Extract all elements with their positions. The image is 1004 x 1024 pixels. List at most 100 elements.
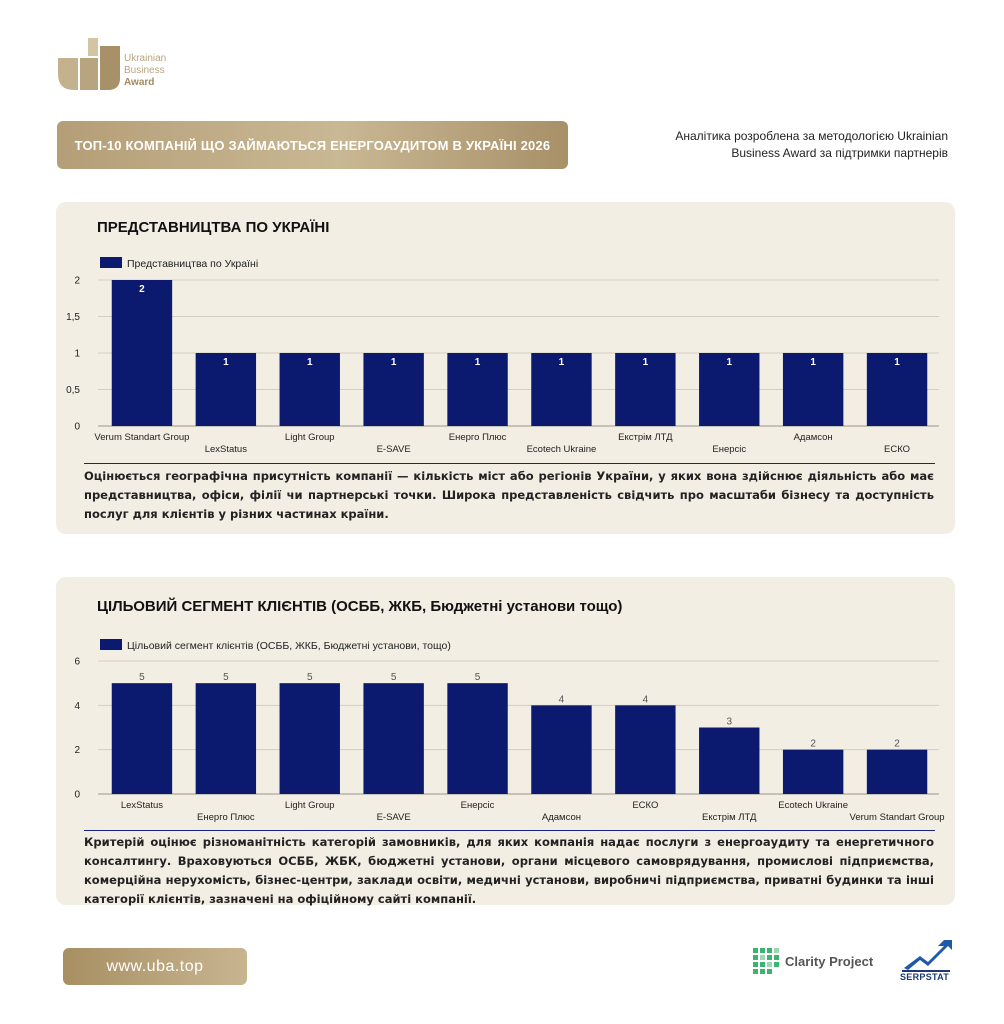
offices-xtick-label: Light Group — [285, 432, 335, 443]
clients-value-label: 2 — [894, 739, 900, 750]
clients-ytick-label: 0 — [74, 790, 80, 801]
offices-panel-title: ПРЕДСТАВНИЦТВА ПО УКРАЇНІ — [97, 219, 330, 236]
offices-bar — [782, 353, 844, 426]
clients-legend-label: Цільовий сегмент клієнтів (ОСББ, ЖКБ, Бю… — [127, 640, 451, 652]
clarity-project-name: Clarity Project — [785, 953, 874, 969]
clients-value-label: 5 — [307, 672, 313, 683]
offices-ytick-label: 0 — [74, 422, 80, 433]
offices-ytick-label: 2 — [74, 276, 80, 287]
offices-value-label: 1 — [391, 357, 397, 368]
offices-ytick-label: 1 — [74, 349, 80, 360]
offices-bar — [195, 353, 257, 426]
clients-xtick-label: Енерсіс — [461, 800, 495, 811]
clients-legend-swatch — [100, 639, 122, 650]
offices-value-label: 1 — [223, 357, 229, 368]
logo-line1: Ukrainian — [124, 53, 167, 64]
uba-logo: Ukrainian Business Award — [58, 38, 188, 92]
uba-logo-icon — [58, 38, 120, 90]
website-link[interactable]: www.uba.top — [63, 948, 247, 985]
offices-xtick-label: E-SAVE — [377, 444, 411, 455]
offices-bar — [615, 353, 676, 426]
client-segment-panel: ЦІЛЬОВИЙ СЕГМЕНТ КЛІЄНТІВ (ОСББ, ЖКБ, Бю… — [56, 577, 955, 906]
offices-legend-swatch — [100, 257, 122, 268]
clients-bar — [363, 683, 424, 794]
clarity-project-icon — [753, 948, 779, 974]
offices-xtick-label: ЕСКО — [884, 444, 910, 455]
methodology-note-line2: Business Award за підтримки партнерів — [731, 146, 948, 160]
offices-bar — [447, 353, 508, 426]
offices-bar — [363, 353, 424, 426]
offices-panel: ПРЕДСТАВНИЦТВА ПО УКРАЇНІ Представництва… — [56, 202, 955, 534]
clients-bar — [447, 683, 508, 794]
offices-bar — [279, 353, 340, 426]
website-url: www.uba.top — [106, 957, 204, 975]
serpstat-logo: SERPSTAT — [898, 940, 958, 984]
offices-value-label: 1 — [559, 357, 565, 368]
clients-xtick-label: Verum Standart Group — [850, 812, 945, 823]
offices-xtick-label: Адамсон — [794, 432, 833, 443]
clients-value-label: 3 — [726, 717, 732, 728]
offices-xtick-label: Verum Standart Group — [94, 432, 189, 443]
offices-ytick-label: 0,5 — [66, 385, 80, 396]
clients-bar — [866, 749, 928, 794]
offices-value-label: 1 — [643, 357, 649, 368]
clients-ytick-label: 4 — [74, 701, 80, 712]
offices-legend-label: Представництва по Україні — [127, 258, 258, 270]
offices-xtick-label: Ecotech Ukraine — [527, 444, 597, 455]
clients-bar — [615, 705, 676, 794]
offices-bar — [111, 280, 173, 426]
offices-xtick-label: LexStatus — [205, 444, 247, 455]
clients-ytick-label: 2 — [74, 745, 80, 756]
clients-value-label: 4 — [559, 694, 565, 705]
report-title-banner: ТОП-10 КОМПАНІЙ ЩО ЗАЙМАЮТЬСЯ ЕНЕРГОАУДИ… — [57, 121, 568, 169]
offices-bar — [531, 353, 592, 426]
offices-chart: Представництва по Україні 0 0,5 1 1,5 2 2 Verum… — [66, 257, 939, 455]
client-segment-chart: Цільовий сегмент клієнтів (ОСББ, ЖКБ, Бю… — [74, 639, 945, 823]
clients-xtick-label: Адамсон — [542, 812, 581, 823]
clients-value-label: 2 — [810, 739, 816, 750]
clients-bar — [195, 683, 257, 794]
offices-divider — [84, 463, 935, 464]
clients-bar — [531, 705, 592, 794]
clients-value-label: 5 — [139, 672, 145, 683]
offices-xtick-label: Екстрім ЛТД — [618, 432, 673, 443]
clients-xtick-label: Light Group — [285, 800, 335, 811]
clients-value-label: 4 — [643, 694, 649, 705]
offices-bar — [699, 353, 760, 426]
clients-bar — [699, 727, 760, 794]
offices-value-label: 2 — [139, 284, 145, 295]
offices-value-label: 1 — [726, 357, 732, 368]
clients-xtick-label: ЕСКО — [632, 800, 658, 811]
offices-xtick-label: Енерго Плюс — [449, 432, 507, 443]
logo-line3: Award — [124, 77, 155, 88]
clients-value-label: 5 — [391, 672, 397, 683]
clients-value-label: 5 — [223, 672, 229, 683]
offices-value-label: 1 — [475, 357, 481, 368]
offices-value-label: 1 — [307, 357, 313, 368]
offices-bar — [866, 353, 928, 426]
client-segment-divider — [84, 830, 935, 831]
clients-xtick-label: Екстрім ЛТД — [702, 812, 757, 823]
clients-bar — [782, 749, 844, 794]
clarity-project-logo: Clarity Project — [753, 947, 873, 975]
clients-xtick-label: E-SAVE — [377, 812, 411, 823]
client-segment-panel-title: ЦІЛЬОВИЙ СЕГМЕНТ КЛІЄНТІВ (ОСББ, ЖКБ, Бю… — [97, 598, 623, 615]
methodology-note: Аналітика розроблена за методологією Ukr… — [628, 128, 948, 162]
logo-text: Ukrainian Business Award — [124, 53, 166, 89]
clients-xtick-label: Ecotech Ukraine — [778, 800, 848, 811]
clients-xtick-label: LexStatus — [121, 800, 163, 811]
clients-bar — [111, 683, 173, 794]
clients-value-label: 5 — [475, 672, 481, 683]
client-segment-description: Критерій оцінює різноманітність категорі… — [84, 835, 934, 906]
offices-value-label: 1 — [894, 357, 900, 368]
clients-ytick-label: 6 — [74, 657, 80, 668]
offices-value-label: 1 — [810, 357, 816, 368]
serpstat-name: SERPSTAT — [900, 972, 950, 982]
offices-ytick-label: 1,5 — [66, 312, 80, 323]
methodology-note-line1: Аналітика розроблена за методологією Ukr… — [675, 129, 948, 143]
offices-xtick-label: Енерсіс — [712, 444, 746, 455]
offices-description: Оцінюється географічна присутність компа… — [84, 469, 934, 521]
clients-bar — [279, 683, 340, 794]
logo-line2: Business — [124, 65, 165, 76]
clients-xtick-label: Енерго Плюс — [197, 812, 255, 823]
